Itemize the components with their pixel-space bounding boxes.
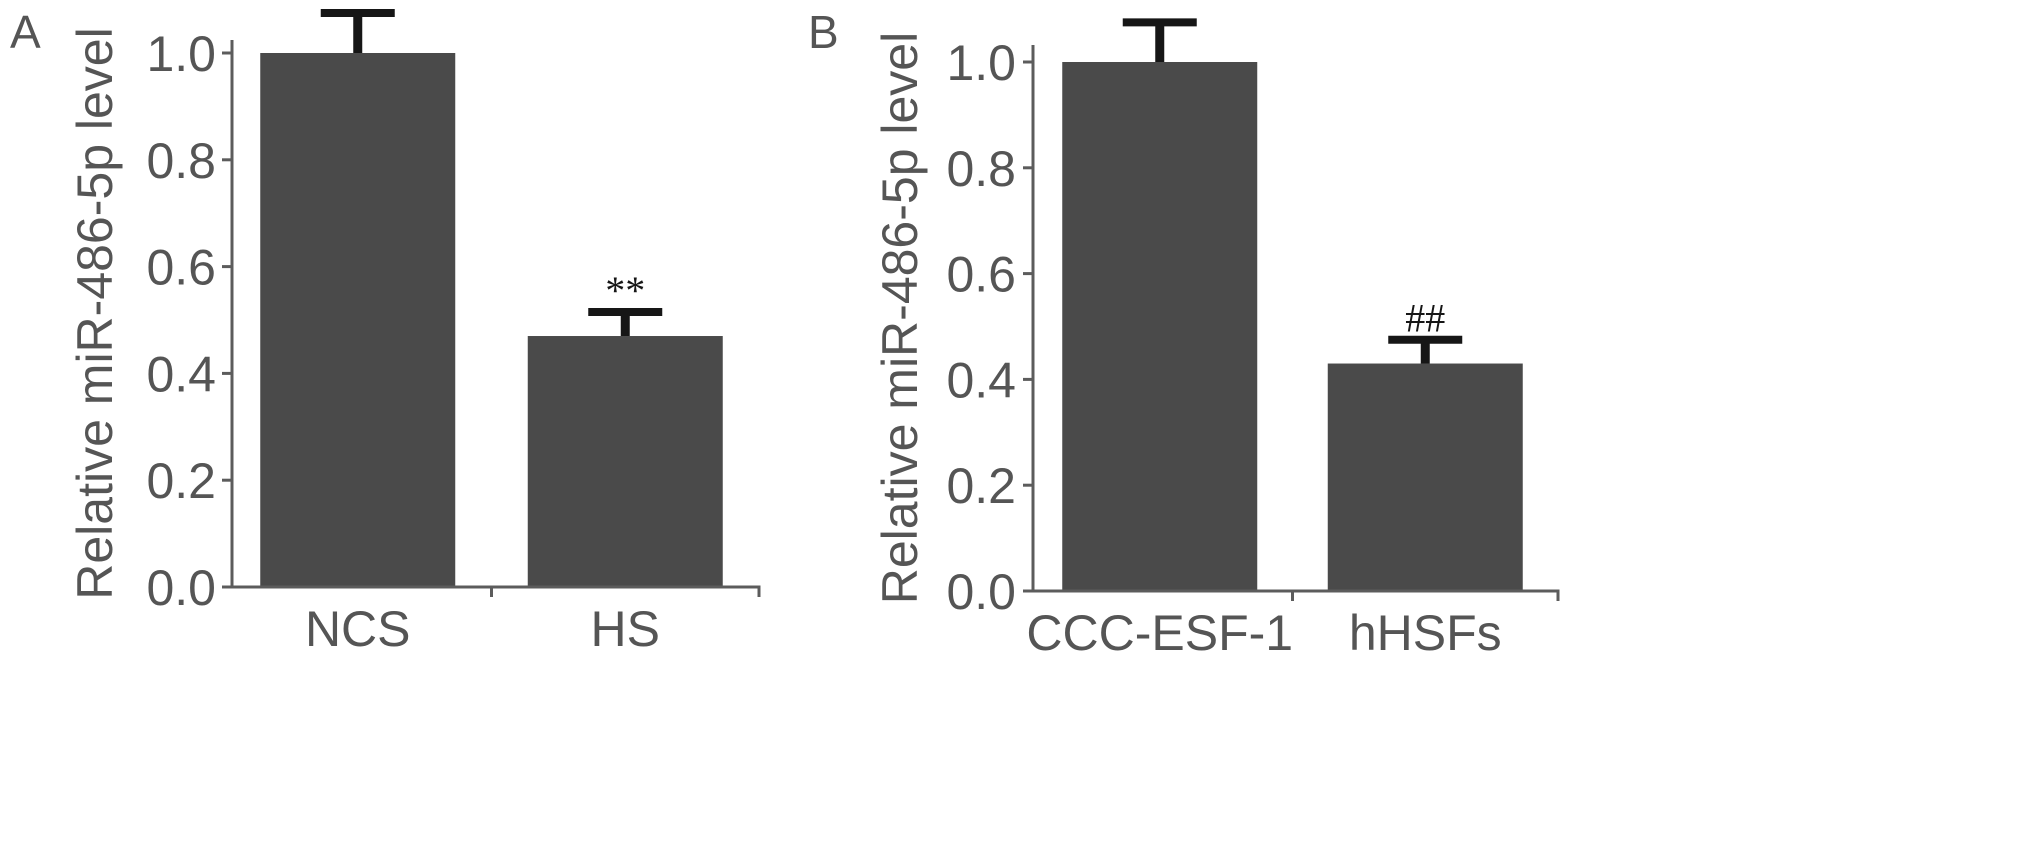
panel-label: A xyxy=(10,6,41,58)
significance-annotation: ## xyxy=(1405,296,1445,341)
bar-hs xyxy=(527,336,723,587)
panel-a: NCS ** HS 0.0 0.2 0.4 0.6 0.8 1.0 Relative miR-48… xyxy=(10,6,761,657)
y-tick-label: 0.6 xyxy=(146,240,216,296)
category-label: HS xyxy=(591,601,660,657)
bar-ccc-esf-1 xyxy=(1062,62,1258,591)
category-label: hHSFs xyxy=(1349,605,1502,661)
bar-ncs xyxy=(260,53,456,587)
y-tick-label: 0.0 xyxy=(146,560,216,616)
significance-annotation: ** xyxy=(605,268,645,313)
y-tick-label: 1.0 xyxy=(946,35,1016,91)
y-tick-label: 0.0 xyxy=(946,564,1016,620)
y-tick-label: 0.4 xyxy=(946,352,1016,408)
y-tick-label: 0.2 xyxy=(146,453,216,509)
y-axis-title: Relative miR-486-5p level xyxy=(67,27,123,599)
category-label: NCS xyxy=(305,601,411,657)
bar-hhsfs xyxy=(1327,363,1523,591)
panel-label: B xyxy=(808,6,839,58)
y-tick-label: 0.4 xyxy=(146,346,216,402)
panel-b: CCC-ESF-1 ## hHSFs 0.0 0.2 0.4 0.6 0.8 1.0 Relati… xyxy=(808,6,1560,661)
y-axis-title: Relative miR-486-5p level xyxy=(872,32,928,604)
y-tick-label: 0.6 xyxy=(946,247,1016,303)
y-tick-label: 1.0 xyxy=(146,26,216,82)
y-tick-label: 0.8 xyxy=(146,133,216,189)
y-tick-label: 0.2 xyxy=(946,458,1016,514)
category-label: CCC-ESF-1 xyxy=(1026,605,1293,661)
y-tick-label: 0.8 xyxy=(946,141,1016,197)
